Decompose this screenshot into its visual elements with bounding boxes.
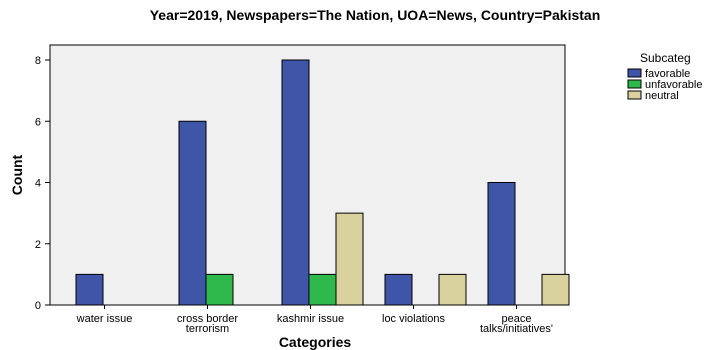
bar-favorable bbox=[75, 273, 104, 306]
x-tick-label: peace bbox=[502, 313, 532, 325]
legend-label-unfavorable: unfavorable bbox=[645, 79, 703, 91]
x-axis-title: Categories bbox=[279, 334, 352, 350]
x-tick-label: talks/initiatives' bbox=[480, 323, 553, 335]
legend-label-neutral: neutral bbox=[645, 90, 679, 102]
bar-favorable bbox=[487, 182, 516, 306]
x-tick-label: cross border bbox=[177, 313, 238, 325]
legend-title: Subcateg bbox=[640, 51, 691, 65]
legend-swatch-favorable bbox=[627, 68, 642, 78]
bar-neutral bbox=[335, 212, 364, 306]
y-tick-label: 2 bbox=[35, 239, 41, 251]
legend-swatch-neutral bbox=[627, 90, 642, 100]
bar-unfavorable bbox=[205, 273, 234, 306]
bar-favorable bbox=[281, 59, 310, 306]
y-axis-title: Count bbox=[9, 154, 25, 195]
x-tick-label: loc violations bbox=[382, 313, 445, 325]
bar-neutral bbox=[438, 273, 467, 306]
x-tick-label: water issue bbox=[76, 313, 133, 325]
legend-swatch-unfavorable bbox=[627, 79, 642, 89]
bar-unfavorable bbox=[308, 273, 337, 306]
y-tick-label: 6 bbox=[35, 116, 41, 128]
legend-label-favorable: favorable bbox=[645, 68, 690, 80]
bar-favorable bbox=[178, 120, 207, 306]
chart-title: Year=2019, Newspapers=The Nation, UOA=Ne… bbox=[150, 7, 601, 23]
y-tick-label: 4 bbox=[35, 178, 41, 190]
x-tick-label: kashmir issue bbox=[277, 313, 344, 325]
x-tick-label: terrorism bbox=[186, 323, 229, 335]
bar-favorable bbox=[384, 273, 413, 306]
y-tick-label: 8 bbox=[35, 55, 41, 67]
y-axis: 0 2 4 6 8 bbox=[35, 55, 50, 312]
y-tick-label: 0 bbox=[35, 300, 41, 312]
bar-neutral bbox=[541, 273, 570, 306]
bars-group bbox=[75, 59, 570, 306]
